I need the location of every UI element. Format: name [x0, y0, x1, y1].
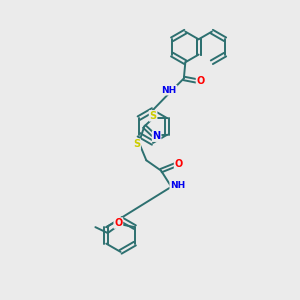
- Text: NH: NH: [170, 181, 185, 190]
- Text: O: O: [175, 159, 183, 169]
- Text: S: S: [149, 111, 157, 121]
- Text: O: O: [196, 76, 205, 86]
- Text: S: S: [133, 139, 140, 149]
- Text: N: N: [153, 131, 161, 141]
- Text: NH: NH: [161, 86, 177, 95]
- Text: O: O: [114, 218, 122, 228]
